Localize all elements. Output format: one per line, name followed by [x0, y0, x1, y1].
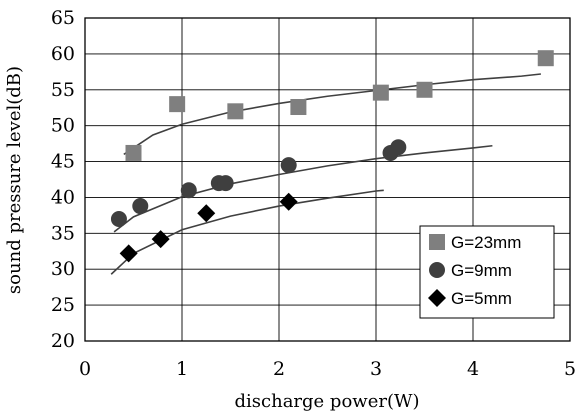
markers [110, 50, 554, 263]
legend-marker-square [429, 234, 445, 250]
y-tick-label: 55 [51, 79, 75, 101]
legend-label: G=23mm [451, 233, 521, 252]
data-point-square [290, 99, 307, 116]
trend-lines [110, 73, 541, 275]
y-tick-label: 40 [51, 186, 75, 208]
data-point-square [227, 103, 244, 120]
trend-line-square [123, 73, 541, 156]
legend-label: G=5mm [451, 289, 512, 308]
legend-label: G=9mm [451, 261, 512, 280]
data-point-diamond [151, 230, 170, 249]
trend-line-circle [113, 144, 493, 233]
y-tick-label: 60 [51, 43, 75, 65]
x-tick-label: 1 [176, 358, 188, 380]
x-tick-labels: 0 1 2 3 4 5 [79, 358, 576, 380]
data-point-circle [180, 182, 197, 199]
data-point-square [537, 50, 554, 67]
data-point-diamond [119, 244, 138, 263]
legend: G=23mm G=9mm G=5mm [419, 225, 555, 319]
x-tick-label: 5 [564, 358, 576, 380]
data-point-diamond [279, 192, 298, 211]
data-point-circle [132, 198, 149, 215]
y-tick-label: 20 [51, 330, 75, 352]
x-tick-label: 0 [79, 358, 91, 380]
data-point-square [169, 96, 186, 113]
data-point-diamond [197, 204, 216, 223]
x-tick-label: 2 [273, 358, 285, 380]
plot-border [84, 17, 571, 342]
data-point-square [416, 81, 433, 98]
y-tick-label: 45 [51, 151, 75, 173]
data-point-circle [280, 157, 297, 174]
data-point-circle [110, 210, 127, 227]
data-point-square [372, 84, 389, 101]
data-point-circle [390, 139, 407, 156]
y-tick-labels: 20 25 30 35 40 45 50 55 60 65 [51, 7, 75, 352]
y-tick-label: 30 [51, 258, 75, 280]
y-tick-label: 35 [51, 222, 75, 244]
x-tick-label: 4 [467, 358, 479, 380]
legend-marker-diamond [428, 289, 446, 307]
trend-line-diamond [110, 189, 384, 275]
y-axis-label: sound pressure level(dB) [4, 66, 25, 294]
x-tick-label: 3 [370, 358, 382, 380]
legend-items: G=23mm G=9mm G=5mm [428, 233, 521, 308]
data-point-circle [217, 175, 234, 192]
y-tick-label: 50 [51, 115, 75, 137]
x-axis-label: discharge power(W) [235, 391, 420, 412]
y-tick-label: 65 [51, 7, 75, 29]
y-tick-label: 25 [51, 294, 75, 316]
legend-marker-circle [429, 262, 445, 278]
data-point-square [125, 144, 142, 161]
